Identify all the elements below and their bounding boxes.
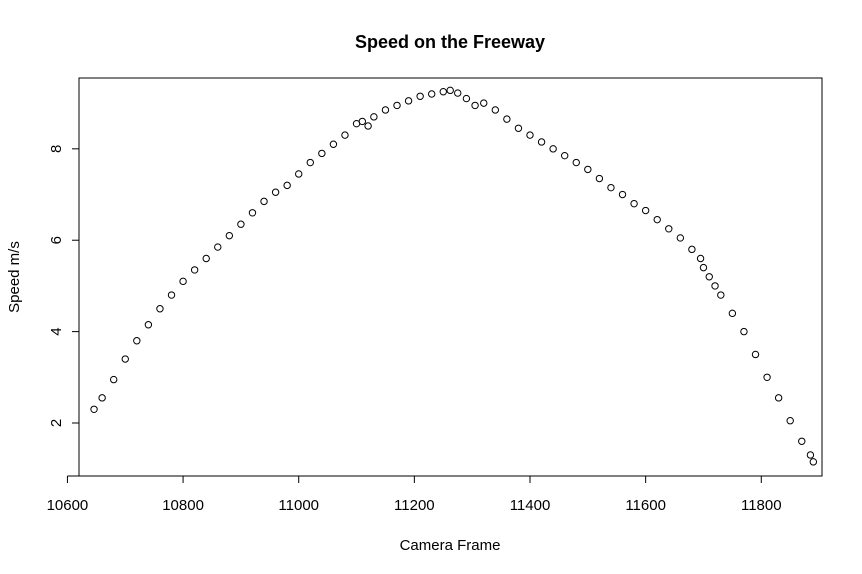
y-tick-label: 2: [48, 419, 65, 427]
data-point: [665, 225, 673, 233]
data-point: [786, 417, 794, 425]
data-point: [318, 149, 326, 158]
x-axis-label: Camera Frame: [400, 537, 501, 554]
data-point: [144, 321, 153, 329]
data-point: [526, 131, 534, 139]
data-point: [248, 209, 257, 217]
x-axis: 10600 10800 11000 11200 11400 11600 11800: [47, 475, 782, 514]
plot-frame: [78, 77, 823, 477]
data-point: [641, 206, 650, 215]
y-tick-label: 4: [48, 327, 65, 335]
data-point: [514, 124, 523, 132]
data-point: [283, 181, 291, 190]
data-point: [584, 165, 592, 174]
data-point: [225, 231, 234, 240]
data-point: [711, 282, 719, 290]
data-point: [370, 113, 378, 121]
data-point: [653, 215, 661, 224]
data-point: [705, 273, 713, 281]
data-point: [774, 394, 783, 402]
data-point: [676, 234, 685, 242]
x-tick-label: 10800: [162, 497, 204, 514]
data-point: [393, 101, 401, 110]
x-tick-label: 11400: [510, 497, 551, 514]
data-point: [358, 117, 367, 126]
data-point: [416, 92, 424, 100]
data-point: [480, 99, 488, 107]
data-point: [618, 190, 627, 199]
data-point: [295, 170, 303, 178]
data-point: [809, 458, 818, 466]
data-point: [404, 97, 413, 105]
data-point: [381, 106, 390, 114]
data-point: [806, 451, 815, 459]
data-point: [179, 277, 187, 286]
data-point: [688, 245, 696, 254]
data-point: [560, 151, 569, 160]
y-axis: 2 4 6 8: [48, 145, 80, 427]
y-axis-label: Speed m/s: [6, 241, 23, 313]
x-tick-label: 10600: [47, 497, 89, 514]
data-point: [696, 254, 705, 263]
data-point: [428, 90, 436, 98]
x-tick-label: 11800: [741, 497, 782, 514]
y-tick-label: 8: [48, 145, 65, 153]
data-point: [341, 131, 349, 139]
data-point: [630, 199, 638, 208]
data-point: [537, 138, 546, 146]
data-point: [454, 89, 462, 97]
x-tick-label: 11600: [625, 497, 666, 514]
data-point: [121, 355, 129, 363]
data-point: [167, 291, 176, 299]
data-point: [190, 266, 199, 274]
data-point: [717, 291, 725, 299]
data-point: [763, 373, 771, 381]
data-point: [364, 122, 372, 130]
data-points: [90, 86, 818, 466]
data-point: [549, 145, 557, 153]
x-tick-label: 11200: [394, 497, 435, 514]
data-point: [260, 197, 268, 206]
data-point: [329, 140, 338, 148]
data-point: [728, 309, 737, 318]
data-point: [446, 86, 454, 95]
data-point: [740, 327, 748, 336]
data-point: [237, 220, 245, 228]
data-point: [98, 394, 106, 402]
data-point: [462, 94, 471, 103]
data-point: [503, 115, 511, 123]
data-point: [471, 101, 479, 110]
data-point: [156, 305, 164, 313]
y-tick-label: 6: [48, 236, 65, 244]
data-point: [699, 263, 708, 272]
data-point: [572, 158, 580, 167]
data-point: [214, 243, 222, 251]
data-point: [90, 405, 98, 413]
data-point: [491, 106, 500, 114]
data-point: [306, 158, 314, 167]
data-point: [607, 183, 615, 192]
data-point: [271, 188, 280, 196]
data-point: [439, 88, 447, 96]
x-tick-label: 11000: [278, 497, 319, 514]
data-point: [202, 254, 210, 263]
data-point: [109, 375, 118, 384]
data-point: [751, 350, 760, 359]
data-point: [133, 337, 141, 345]
data-point: [798, 437, 806, 445]
data-point: [595, 174, 604, 183]
chart-title: Speed on the Freeway: [355, 32, 545, 52]
